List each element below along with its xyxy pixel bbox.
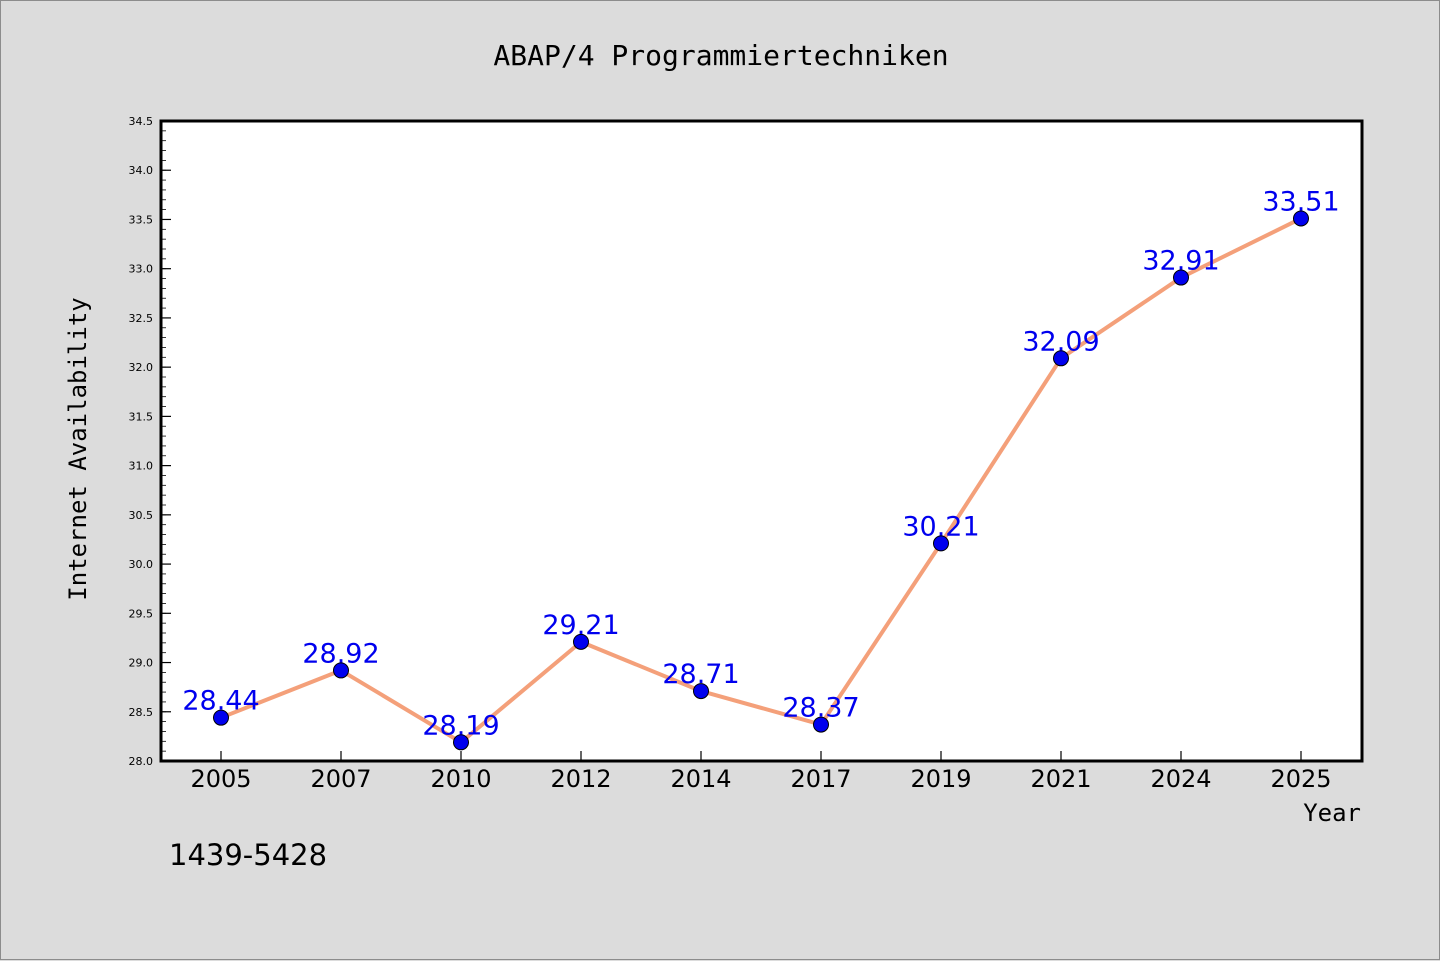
y-tick-label: 28.0 — [129, 755, 154, 768]
x-tick-label: 2014 — [670, 765, 731, 793]
x-tick-label: 2007 — [310, 765, 371, 793]
y-axis-label: Internet Availability — [64, 297, 92, 600]
plot-area — [159, 119, 1364, 763]
annotation-text: 1439-5428 — [169, 838, 327, 872]
data-point — [1293, 210, 1309, 227]
x-tick-label: 2005 — [190, 765, 251, 793]
y-tick-label: 31.0 — [129, 460, 154, 473]
data-label: 28.71 — [662, 659, 739, 690]
data-label: 28.92 — [302, 638, 379, 669]
data-point — [213, 709, 229, 726]
y-tick-label: 29.5 — [129, 607, 154, 620]
data-point — [1053, 350, 1069, 367]
y-tick-label: 34.0 — [129, 164, 154, 177]
data-label: 28.19 — [422, 710, 499, 741]
data-point — [573, 633, 589, 650]
data-point — [453, 734, 469, 751]
x-tick-label: 2019 — [910, 765, 971, 793]
data-label: 32.91 — [1142, 246, 1219, 277]
data-point — [333, 662, 349, 679]
y-tick-label: 31.5 — [129, 410, 154, 423]
x-tick-label: 2021 — [1030, 765, 1091, 793]
data-label: 28.37 — [782, 693, 859, 724]
x-tick-label: 2012 — [550, 765, 611, 793]
y-tick-label: 28.5 — [129, 706, 154, 719]
data-label: 32.09 — [1022, 326, 1099, 357]
y-tick-label: 30.5 — [129, 509, 154, 522]
y-tick-label: 34.5 — [129, 115, 154, 128]
x-axis-label: Year — [1303, 799, 1361, 827]
series-line — [220, 216, 1302, 745]
y-tick-label: 29.0 — [129, 657, 154, 670]
x-tick-label: 2010 — [430, 765, 491, 793]
data-point — [813, 716, 829, 733]
x-tick-label: 2024 — [1150, 765, 1211, 793]
x-tick-label: 2017 — [790, 765, 851, 793]
y-tick-label: 33.5 — [129, 213, 154, 226]
series-layer: 28.44 28.92 28.19 29.21 28.71 28.37 30.21 32.09… — [182, 186, 1340, 751]
data-point — [693, 683, 709, 700]
chart-title: ABAP/4 Programmiertechniken — [493, 39, 948, 72]
y-tick-label: 30.0 — [129, 558, 154, 571]
y-tick-label: 33.0 — [129, 263, 154, 276]
x-tick-label: 2025 — [1270, 765, 1331, 793]
data-label: 29.21 — [542, 610, 619, 641]
data-point — [933, 535, 949, 552]
y-tick-label: 32.0 — [129, 361, 154, 374]
data-label: 28.44 — [182, 686, 259, 717]
y-axis: 28.0 28.5 29.0 29.5 30.0 30.5 31.0 31.5 32.0 32.5… — [129, 115, 171, 768]
data-label: 33.51 — [1262, 186, 1339, 217]
y-tick-label: 32.5 — [129, 312, 154, 325]
data-label: 30.21 — [902, 511, 979, 542]
data-point — [1173, 269, 1189, 286]
x-axis: 2005 2007 2010 2012 2014 2017 2019 2021 2024 2025 — [190, 751, 1332, 793]
